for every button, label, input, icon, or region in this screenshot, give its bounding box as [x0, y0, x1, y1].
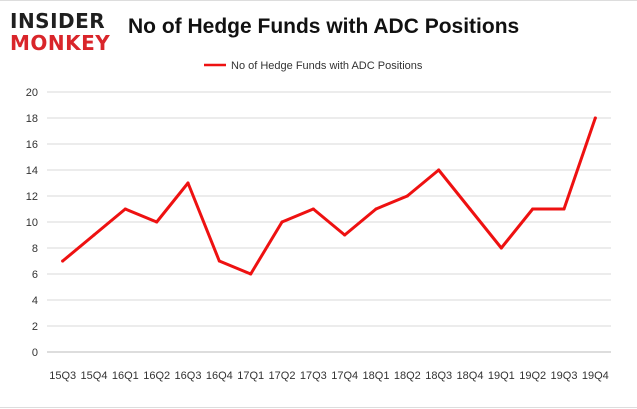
x-tick-label-18q1: 18Q1: [363, 370, 390, 382]
x-tick-label-15q4: 15Q4: [81, 370, 108, 382]
x-tick-label-19q2: 19Q2: [519, 370, 546, 382]
series-line-0: [61, 116, 597, 276]
y-tick-label-8: 8: [32, 243, 38, 255]
x-tick-label-19q4: 19Q4: [582, 370, 609, 382]
legend-label: No of Hedge Funds with ADC Positions: [231, 60, 423, 72]
data-point-18q3: [437, 168, 441, 172]
data-point-16q4: [217, 259, 221, 263]
x-tick-label-18q2: 18Q2: [394, 370, 421, 382]
data-point-17q2: [280, 220, 284, 224]
x-axis-tick-labels: 15Q3 15Q4 16Q1 16Q2 16Q3 16Q4 17Q1 17Q2 17Q3 17Q4…: [49, 370, 609, 382]
data-point-17q4: [343, 233, 347, 237]
y-tick-label-10: 10: [26, 217, 38, 229]
logo-line-insider: INSIDER: [10, 9, 106, 33]
x-tick-label-15q3: 15Q3: [49, 370, 76, 382]
x-tick-label-17q1: 17Q1: [237, 370, 264, 382]
y-tick-label-14: 14: [26, 165, 38, 177]
x-tick-label-16q3: 16Q3: [175, 370, 202, 382]
data-point-16q1: [123, 207, 127, 211]
data-point-18q4: [468, 207, 472, 211]
data-point-15q4: [92, 233, 96, 237]
series-layer: [61, 116, 597, 276]
x-tick-label-18q4: 18Q4: [457, 370, 484, 382]
data-point-17q3: [311, 207, 315, 211]
x-tick-label-16q2: 16Q2: [143, 370, 170, 382]
data-point-15q3: [61, 259, 65, 263]
logo-line-monkey: MONKEY: [10, 31, 111, 55]
data-point-18q2: [405, 194, 409, 198]
insider-monkey-logo: INSIDER MONKEY: [10, 11, 114, 53]
data-point-19q1: [499, 246, 503, 250]
y-tick-label-12: 12: [26, 191, 38, 203]
y-tick-label-18: 18: [26, 113, 38, 125]
x-tick-label-19q3: 19Q3: [551, 370, 578, 382]
data-point-19q4: [593, 116, 597, 120]
x-tick-label-17q4: 17Q4: [331, 370, 358, 382]
data-point-19q3: [562, 207, 566, 211]
y-tick-label-20: 20: [26, 87, 38, 99]
y-axis-tick-labels: 0 2 4 6 8 10 12 14 16 18 20: [26, 87, 38, 359]
data-point-16q3: [186, 181, 190, 185]
x-tick-label-16q4: 16Q4: [206, 370, 233, 382]
x-tick-label-19q1: 19Q1: [488, 370, 515, 382]
legend: No of Hedge Funds with ADC Positions: [204, 60, 423, 72]
data-point-19q2: [531, 207, 535, 211]
x-tick-label-17q2: 17Q2: [269, 370, 296, 382]
data-point-16q2: [155, 220, 159, 224]
data-point-18q1: [374, 207, 378, 211]
y-tick-label-16: 16: [26, 139, 38, 151]
x-tick-label-16q1: 16Q1: [112, 370, 139, 382]
y-tick-label-0: 0: [32, 347, 38, 359]
y-tick-label-4: 4: [32, 295, 38, 307]
y-tick-label-6: 6: [32, 269, 38, 281]
chart-title: No of Hedge Funds with ADC Positions: [128, 15, 520, 38]
y-tick-label-2: 2: [32, 321, 38, 333]
grid: [47, 91, 611, 353]
x-tick-label-18q3: 18Q3: [425, 370, 452, 382]
data-point-17q1: [249, 272, 253, 276]
x-tick-label-17q3: 17Q3: [300, 370, 327, 382]
